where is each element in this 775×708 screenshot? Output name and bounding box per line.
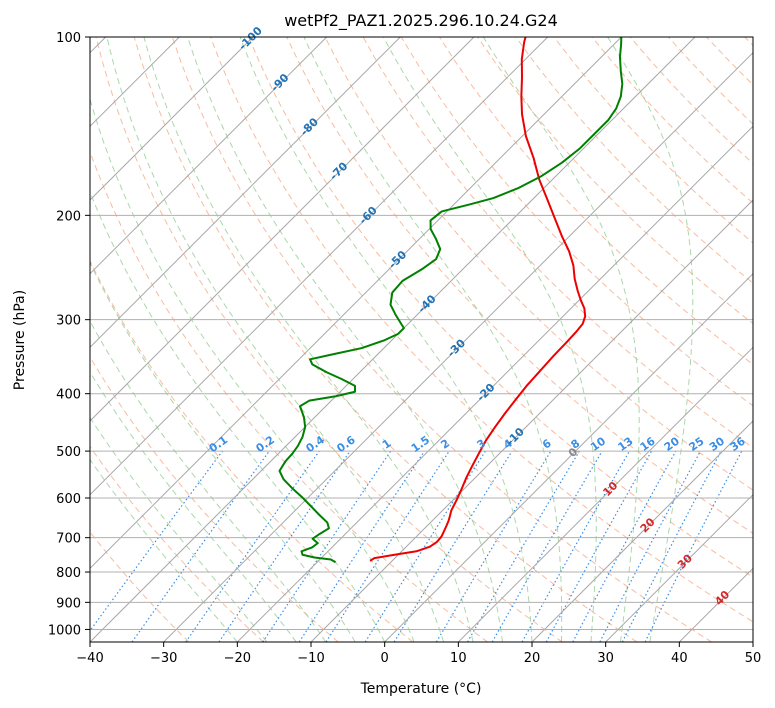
plot-background bbox=[90, 37, 753, 642]
dry-adiabat bbox=[171, 37, 712, 642]
axes-layer: −40 −30 −20 −10 0 10 20 30 40 50 100 200 300 400 500 60… bbox=[48, 31, 761, 666]
chart-title: wetPf2_PAZ1.2025.296.10.24.G24 bbox=[284, 11, 558, 31]
dry-adiabat bbox=[515, 37, 753, 284]
isotherm-line bbox=[531, 420, 753, 642]
moist-adiabat bbox=[382, 37, 597, 642]
mixing-ratio-line bbox=[218, 450, 351, 642]
moist-adiabat bbox=[90, 190, 386, 642]
moist-adiabat bbox=[90, 416, 268, 642]
y-tick-label: 800 bbox=[56, 566, 81, 581]
isotherm-line bbox=[457, 346, 753, 642]
moist-adiabat bbox=[239, 37, 533, 642]
isotherm-line bbox=[310, 199, 753, 642]
isotherm-line bbox=[605, 493, 753, 642]
dry-adiabat bbox=[286, 37, 753, 534]
isotherm-line bbox=[90, 37, 328, 275]
series-layer bbox=[278, 37, 624, 564]
mixing-ratio-line bbox=[90, 450, 223, 632]
mixing-ratio-line bbox=[545, 450, 653, 642]
moist-adiabat bbox=[90, 458, 238, 642]
x-axis-label: Temperature (°C) bbox=[360, 681, 482, 697]
y-tick-label: 300 bbox=[56, 314, 81, 329]
isotherm-line bbox=[90, 37, 475, 422]
mixing-ratio-line bbox=[572, 450, 677, 642]
isotherm-line bbox=[384, 272, 753, 642]
y-tick-label: 1000 bbox=[48, 623, 81, 638]
isotherm-line bbox=[236, 125, 753, 642]
x-tick-label: 40 bbox=[671, 651, 688, 666]
y-tick-label: 500 bbox=[56, 445, 81, 460]
mixing-ratio-line bbox=[521, 450, 631, 642]
dry-adiabat bbox=[90, 445, 264, 642]
mixing-ratio-line bbox=[393, 450, 513, 642]
y-tick-label: 100 bbox=[56, 31, 81, 46]
dry-adiabat bbox=[324, 37, 753, 491]
dry-adiabat bbox=[133, 37, 638, 642]
temperature-profile-line bbox=[369, 37, 587, 562]
mixing-ratio-line bbox=[644, 450, 743, 642]
moist-adiabat bbox=[482, 37, 640, 642]
moist-adiabat bbox=[90, 320, 327, 642]
mixing-ratio-line bbox=[262, 450, 392, 642]
mixing-ratio-line bbox=[185, 450, 320, 642]
mixing-ratio-line bbox=[325, 450, 450, 642]
isotherm-line bbox=[90, 37, 401, 349]
dry-adiabat bbox=[210, 37, 753, 623]
x-tick-label: 50 bbox=[745, 651, 762, 666]
moist-adiabat bbox=[187, 37, 504, 642]
isotherm-line bbox=[90, 37, 549, 496]
x-tick-label: −20 bbox=[224, 651, 251, 666]
moist-adiabat bbox=[607, 37, 694, 642]
mixing-ratio-line bbox=[298, 450, 425, 642]
moist-adiabat bbox=[90, 370, 297, 642]
x-tick-label: −30 bbox=[150, 651, 177, 666]
x-tick-label: −10 bbox=[297, 651, 324, 666]
y-tick-label: 400 bbox=[56, 388, 81, 403]
dry-adiabat bbox=[90, 259, 414, 642]
y-tick-label: 200 bbox=[56, 209, 81, 224]
grid-layer bbox=[90, 37, 753, 642]
y-tick-label: 900 bbox=[56, 596, 81, 611]
x-tick-label: 30 bbox=[597, 651, 614, 666]
dry-adiabat bbox=[95, 37, 563, 642]
moist-adiabat bbox=[303, 37, 563, 642]
x-tick-label: −40 bbox=[76, 651, 103, 666]
mixing-ratio-line bbox=[131, 450, 270, 642]
dry-adiabat bbox=[90, 356, 339, 642]
plot-frame bbox=[89, 36, 754, 643]
dewpoint-profile-line bbox=[278, 37, 624, 564]
dry-adiabat bbox=[248, 37, 753, 578]
x-tick-label: 20 bbox=[524, 651, 541, 666]
moist-adiabat bbox=[106, 37, 445, 642]
y-tick-label: 600 bbox=[56, 492, 81, 507]
moist-adiabat bbox=[90, 261, 356, 642]
isotherm-line bbox=[90, 37, 254, 201]
isotherm-line bbox=[90, 37, 622, 570]
moist-adiabat bbox=[143, 37, 474, 642]
y-tick-label: 700 bbox=[56, 532, 81, 547]
isotherm-line bbox=[163, 51, 753, 642]
x-tick-label: 10 bbox=[450, 651, 467, 666]
y-axis-label: Pressure (hPa) bbox=[12, 290, 28, 390]
x-tick-label: 0 bbox=[381, 651, 389, 666]
isotherm-line bbox=[90, 37, 696, 642]
